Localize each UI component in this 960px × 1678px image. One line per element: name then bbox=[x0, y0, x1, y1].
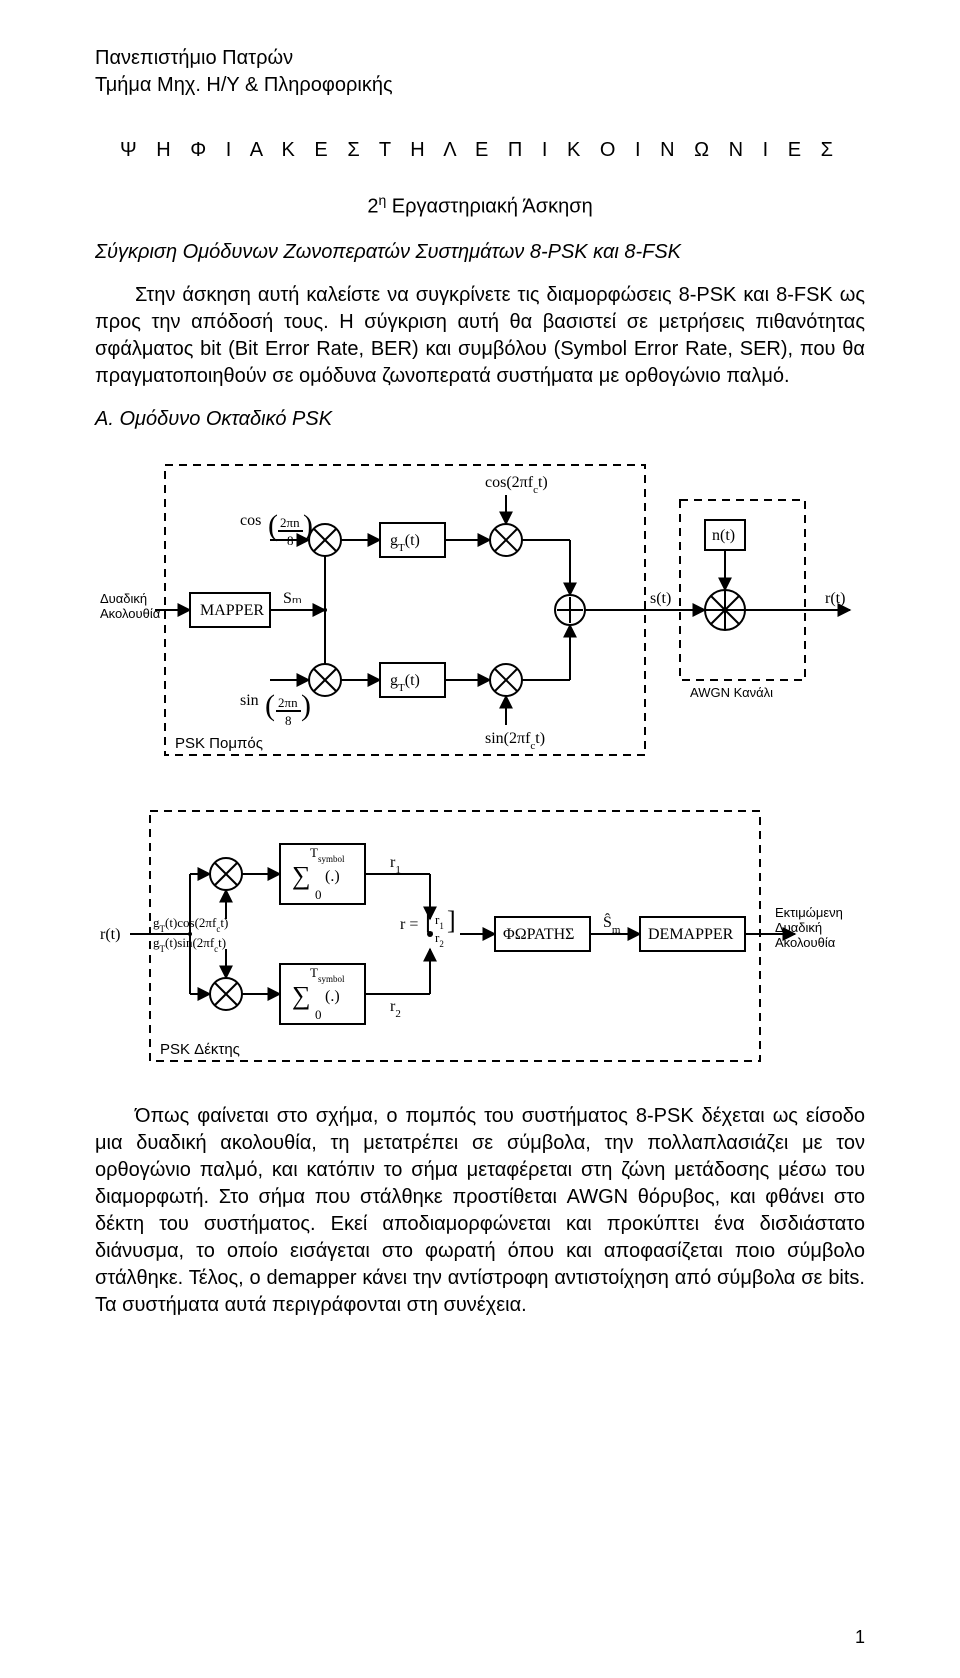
svg-text:cos: cos bbox=[240, 512, 261, 529]
intro-paragraph: Στην άσκηση αυτή καλείστε να συγκρίνετε … bbox=[95, 282, 865, 390]
svg-text:∑: ∑ bbox=[292, 861, 311, 890]
rx-out-line3: Ακολουθία bbox=[775, 935, 836, 950]
demapper-label: DEMAPPER bbox=[648, 926, 734, 943]
detector-label: ΦΩΡΑΤΗΣ bbox=[503, 926, 574, 943]
svg-text:): ) bbox=[301, 689, 311, 722]
psk-transmitter-diagram: PSK Πομπός Δυαδική Ακολουθία MAPPER Sₘ c… bbox=[95, 445, 865, 775]
svg-text:0: 0 bbox=[315, 887, 322, 902]
rx-out-line1: Εκτιμώμενη bbox=[775, 905, 843, 920]
sin-carrier-label: sin(2πfct) bbox=[485, 730, 545, 752]
tx-box-label: PSK Πομπός bbox=[175, 735, 263, 752]
tx-input-line1: Δυαδική bbox=[100, 591, 147, 606]
svg-text:2πn: 2πn bbox=[280, 515, 300, 530]
tx-input-line2: Ακολουθία bbox=[100, 606, 161, 621]
closing-paragraph: Όπως φαίνεται στο σχήμα, ο πομπός του συ… bbox=[95, 1103, 865, 1319]
s-of-t-label: s(t) bbox=[650, 590, 671, 607]
svg-text:r1: r1 bbox=[390, 854, 401, 876]
cos-carrier-label: cos(2πfct) bbox=[485, 474, 548, 496]
sm-label: Sₘ bbox=[283, 590, 302, 607]
r-of-t-label: r(t) bbox=[825, 590, 845, 607]
svg-text:r1: r1 bbox=[435, 912, 444, 931]
svg-text:]: ] bbox=[447, 906, 456, 935]
lab-title-text: Εργαστηριακή Άσκηση bbox=[392, 196, 593, 218]
mapper-box-label: MAPPER bbox=[200, 602, 264, 619]
svg-text:r =: r = bbox=[400, 916, 418, 933]
page-number: 1 bbox=[855, 1627, 865, 1648]
document-header: Πανεπιστήμιο Πατρών Τμήμα Μηχ. Η/Υ & Πλη… bbox=[95, 45, 865, 99]
section-a-title: Α. Ομόδυνο Οκταδικό PSK bbox=[95, 408, 865, 431]
rx-out-line2: Δυαδική bbox=[775, 920, 822, 935]
document-page: Πανεπιστήμιο Πατρών Τμήμα Μηχ. Η/Υ & Πλη… bbox=[0, 0, 960, 1678]
rx-input-label: r(t) bbox=[100, 926, 120, 943]
noise-label: n(t) bbox=[712, 527, 735, 544]
svg-text:(.): (.) bbox=[325, 988, 340, 1005]
university-name: Πανεπιστήμιο Πατρών bbox=[95, 45, 865, 72]
svg-text:r2: r2 bbox=[435, 930, 444, 949]
course-title: Ψ Η Φ Ι Α Κ Ε Σ Τ Η Λ Ε Π Ι Κ Ο Ι Ν Ω Ν … bbox=[95, 139, 865, 162]
svg-text:2πn: 2πn bbox=[278, 695, 298, 710]
lab-title: 2η Εργαστηριακή Άσκηση bbox=[95, 192, 865, 219]
svg-text:(.): (.) bbox=[325, 868, 340, 885]
svg-text:r2: r2 bbox=[390, 998, 401, 1020]
svg-text:): ) bbox=[303, 509, 313, 542]
awgn-channel-label: AWGN Κανάλι bbox=[690, 685, 773, 700]
psk-receiver-diagram: PSK Δέκτης r(t) gT(t)cos(2πfct) gT(t)sin… bbox=[95, 799, 865, 1079]
svg-text:[: [ bbox=[425, 906, 434, 935]
svg-text:∑: ∑ bbox=[292, 981, 311, 1010]
svg-text:8: 8 bbox=[285, 713, 292, 728]
svg-text:Ŝm: Ŝm bbox=[603, 912, 621, 936]
svg-text:(: ( bbox=[268, 509, 278, 542]
svg-text:sin: sin bbox=[240, 692, 259, 709]
svg-text:0: 0 bbox=[315, 1007, 322, 1022]
assignment-subtitle: Σύγκριση Ομόδυνων Ζωνοπερατών Συστημάτων… bbox=[95, 241, 865, 264]
rx-box-label: PSK Δέκτης bbox=[160, 1041, 240, 1058]
svg-text:(: ( bbox=[265, 689, 275, 722]
department-name: Τμήμα Μηχ. Η/Υ & Πληροφορικής bbox=[95, 72, 865, 99]
